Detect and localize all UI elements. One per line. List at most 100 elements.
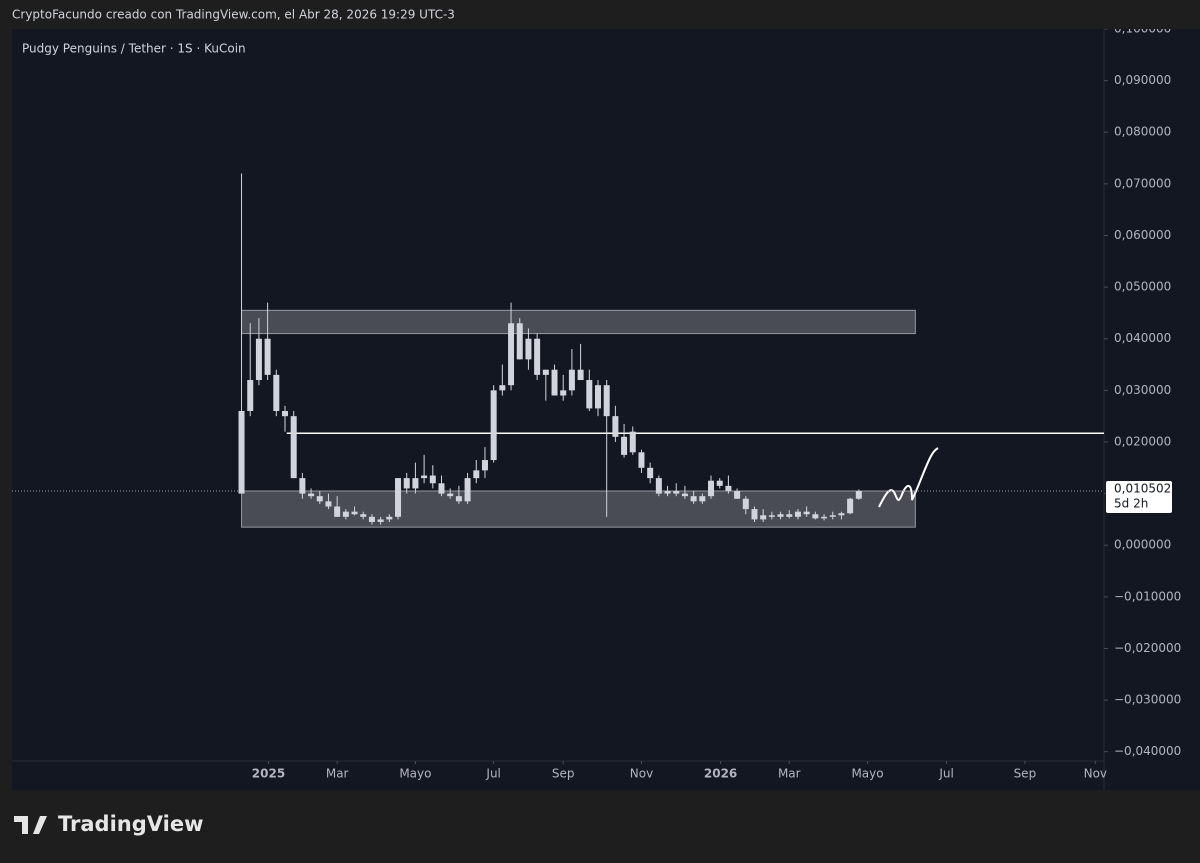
candle-body	[681, 493, 688, 497]
candle-body	[560, 390, 567, 396]
countdown: 5d 2h	[1114, 497, 1148, 511]
x-tick-label: Nov	[1084, 767, 1107, 781]
y-tick-label: 0,070000	[1114, 176, 1171, 190]
candle-body	[447, 493, 454, 497]
y-tick-label: −0,030000	[1114, 693, 1181, 707]
candle-body	[481, 460, 488, 471]
y-tick-label: 0,040000	[1114, 331, 1171, 345]
candle-body	[751, 509, 758, 520]
last-price-box	[1106, 481, 1172, 514]
zone	[241, 490, 916, 528]
candle-body	[551, 369, 558, 396]
candle-body	[847, 498, 854, 514]
candle-body	[812, 514, 819, 519]
symbol-legend: Pudgy Penguins / Tether · 1S · KuCoin	[22, 42, 246, 56]
candle-body	[673, 491, 680, 494]
x-tick-label: Mar	[326, 767, 349, 781]
candle-body	[412, 478, 419, 489]
y-tick-label: −0,040000	[1114, 744, 1181, 758]
candle-body	[377, 519, 384, 522]
candle-body	[342, 511, 349, 517]
candle-body	[473, 470, 480, 479]
candle-body	[655, 478, 662, 494]
header: CryptoFacundo creado con TradingView.com…	[12, 8, 455, 22]
candle-body	[699, 496, 706, 502]
candle-body	[638, 452, 645, 468]
candle-body	[360, 514, 367, 517]
candle-body	[734, 491, 741, 499]
candle-body	[490, 390, 497, 461]
candle-body	[794, 511, 801, 517]
candle-body	[629, 431, 636, 453]
y-tick-label: −0,020000	[1114, 641, 1181, 655]
y-tick-label: 0,080000	[1114, 125, 1171, 139]
x-tick-label: Mayo	[399, 767, 431, 781]
candle-body	[708, 480, 715, 497]
candle-body	[664, 491, 671, 494]
candle-body	[603, 385, 610, 417]
candle-body	[586, 380, 593, 409]
x-tick-label: Mayo	[851, 767, 883, 781]
plot	[12, 173, 1104, 528]
candle-body	[438, 483, 445, 494]
candle-body	[273, 374, 280, 412]
x-tick-label: Nov	[630, 767, 653, 781]
logo: TradingView	[14, 812, 203, 836]
candle-body	[368, 516, 375, 522]
x-tick-label: Jul	[938, 767, 953, 781]
candle-body	[429, 475, 436, 484]
candle-body	[334, 506, 341, 517]
candle-body	[255, 338, 262, 381]
x-tick-label: Sep	[552, 767, 575, 781]
candle-body	[742, 498, 749, 510]
candle-body	[264, 338, 271, 375]
candle-body	[464, 478, 471, 502]
candle-body	[316, 496, 323, 502]
candle-body	[621, 436, 628, 455]
drawing	[878, 447, 939, 508]
candle-body	[534, 338, 541, 375]
y-tick-label: −0,010000	[1114, 589, 1181, 603]
candle-body	[386, 516, 393, 520]
candle-body	[838, 513, 845, 516]
candle-body	[421, 475, 428, 479]
candle-body	[577, 369, 584, 381]
candle-body	[290, 416, 297, 479]
candle-body	[395, 478, 402, 517]
x-tick-label: 2025	[252, 767, 285, 781]
candle-body	[238, 411, 245, 494]
y-tick-label: 0,090000	[1114, 73, 1171, 87]
candle-body	[829, 515, 836, 517]
x-tick-label: Sep	[1014, 767, 1037, 781]
candle-body	[690, 496, 697, 502]
candle-body	[594, 385, 601, 409]
x-tick-label: Mar	[778, 767, 801, 781]
zone	[241, 309, 916, 335]
labels: −0,040000 −0,030000 −0,020000 −0,010000 0,00…	[1104, 22, 1181, 758]
candle-body	[777, 514, 784, 517]
candle-body	[325, 501, 332, 507]
candle-body	[282, 411, 288, 417]
brand: TradingView	[58, 812, 203, 836]
plot-area	[12, 29, 1104, 761]
candle-body	[612, 416, 619, 437]
y-tick-label: 0,060000	[1114, 228, 1171, 242]
candle-body	[855, 491, 862, 499]
candle-body	[455, 496, 462, 502]
time-axis	[12, 761, 1104, 790]
candle-body	[760, 515, 767, 520]
candle-body	[299, 478, 306, 494]
candle-body	[716, 480, 723, 486]
candle-body	[821, 516, 828, 519]
candle-body	[508, 323, 515, 386]
candle-body	[516, 323, 523, 360]
y-tick-label: 0,020000	[1114, 434, 1171, 448]
candle-body	[803, 511, 810, 515]
candle-body	[308, 493, 315, 497]
candle-body	[647, 467, 654, 479]
y-tick-label: 0,000000	[1114, 538, 1171, 552]
candle-body	[499, 385, 506, 391]
candle-body	[525, 338, 532, 360]
